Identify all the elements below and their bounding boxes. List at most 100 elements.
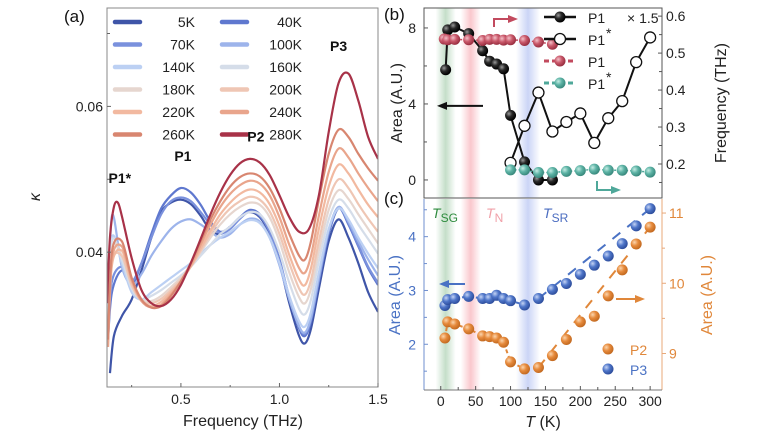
data-point [532, 86, 545, 99]
legend-label-40k: 40K [277, 14, 303, 30]
band-label-sr: TSR [543, 205, 569, 225]
data-point-p2 [439, 332, 451, 344]
data-point-p3 [505, 295, 517, 307]
data-point [498, 63, 510, 75]
x-tick-label: 300 [638, 393, 662, 409]
peak-label-p1-star: P1* [109, 170, 132, 186]
data-point [630, 165, 642, 177]
panel-a-label: (a) [64, 7, 85, 26]
x-tick-label: 0.5 [171, 391, 191, 407]
panel-a-legend: 5K 40K 70K 100K 140K 160K 180K 200K 220K 240K 260K… [112, 14, 303, 143]
series-line-100k [107, 205, 378, 334]
arrow-left-axis [439, 280, 465, 288]
series-line-160k [107, 198, 378, 326]
x-tick-label: 200 [569, 393, 593, 409]
data-point [477, 45, 489, 57]
panel-b-ylabel: Area (A.U.) [389, 63, 406, 143]
data-point-p2 [463, 323, 475, 335]
data-point-p2 [449, 318, 461, 330]
legend-label-star: * [606, 25, 612, 41]
legend-label: P1 [588, 76, 605, 92]
data-point-p3 [560, 277, 572, 289]
data-point-p2 [505, 356, 517, 368]
panel-b-label: (b) [384, 5, 405, 24]
data-point [519, 164, 531, 176]
data-point [616, 164, 628, 176]
arrow-head [439, 280, 449, 288]
data-point [440, 64, 452, 76]
data-point [602, 164, 614, 176]
data-point [560, 165, 572, 177]
x-tick-label: 1.5 [368, 391, 388, 407]
panel-c-ylabel: Area (A.U.) [387, 255, 404, 335]
data-point-p2 [560, 333, 572, 345]
data-point-p2 [616, 264, 628, 276]
legend-label: P1 [588, 54, 605, 70]
arrow-head [635, 295, 645, 303]
band-t-n [460, 8, 481, 198]
data-point-p2 [546, 350, 558, 362]
data-point [644, 166, 656, 178]
data-point-p3 [463, 290, 475, 302]
x-tick-label: 1.0 [270, 391, 290, 407]
y-tick-label: 2 [408, 336, 416, 352]
legend-label-5k: 5K [178, 14, 196, 30]
data-point-p2 [498, 336, 510, 348]
x-tick-label: 0 [437, 393, 445, 409]
data-point [643, 31, 657, 44]
data-point [519, 35, 531, 47]
band-label-main: T [543, 205, 553, 221]
data-point-p3 [630, 220, 642, 232]
y-right-tick-label: 0.2 [666, 156, 686, 172]
data-point-p3 [532, 293, 544, 305]
legend-label-220k: 220K [162, 104, 195, 120]
panel-b-frame [423, 7, 663, 199]
data-point-p3 [602, 250, 614, 262]
series-line-140k [107, 207, 378, 329]
x-tick-label: 250 [604, 393, 628, 409]
data-point [588, 163, 600, 175]
series-line-5k [108, 198, 378, 374]
data-point [449, 21, 461, 33]
panel-c-xlabel: T (K) [525, 414, 561, 431]
band-label-sg: TSG [432, 205, 458, 225]
band-label-sub: N [495, 211, 504, 225]
panel-a-frame [106, 7, 379, 388]
band-label-sub: SG [441, 211, 458, 225]
data-point [505, 109, 517, 121]
data-point-p2 [630, 238, 642, 250]
legend-label-280k: 280K [269, 127, 302, 143]
arrow-right-axis [616, 295, 645, 303]
data-point [505, 34, 517, 46]
legend-marker-p3 [602, 363, 614, 375]
peak-label-p1: P1 [174, 148, 191, 164]
legend-marker [553, 32, 567, 46]
legend-label-100k: 100K [269, 37, 302, 53]
y-tick-label: 0 [408, 172, 416, 188]
y-right-tick-label: 0.5 [666, 45, 686, 61]
data-point-p3 [519, 299, 531, 311]
y-tick-label: 8 [408, 20, 416, 36]
data-point-p2 [519, 363, 531, 375]
x-tick-label: 150 [534, 393, 558, 409]
panel-b-ylabel-right: Frequency (THz) [713, 43, 730, 163]
data-point [630, 56, 643, 69]
data-point-p3 [574, 268, 586, 280]
data-point [546, 166, 558, 178]
legend-label-140k: 140K [162, 59, 195, 75]
data-point-p2 [602, 290, 614, 302]
data-point [560, 115, 573, 129]
data-point [532, 166, 544, 178]
data-point-p3 [644, 203, 656, 215]
arrow-left-axis [437, 101, 483, 110]
band-label-n: TN [486, 205, 503, 225]
legend-marker [554, 11, 566, 23]
legend-marker [554, 55, 566, 67]
legend-label-160k: 160K [269, 59, 302, 75]
arrow-right-axis-p1 [493, 15, 518, 27]
legend-label-240k: 240K [269, 104, 302, 120]
data-point [546, 125, 559, 138]
series-line-280k [107, 71, 378, 308]
arrow-head [437, 101, 447, 110]
